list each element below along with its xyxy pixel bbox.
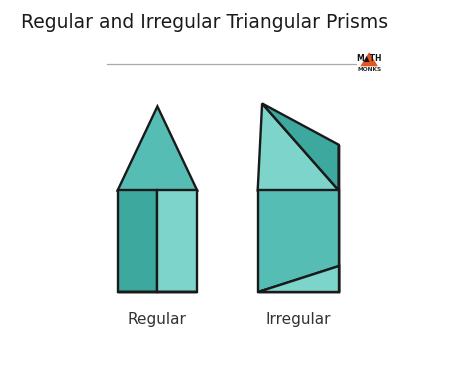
Text: M▲TH: M▲TH (356, 53, 382, 62)
Polygon shape (118, 190, 157, 292)
Text: MONKS: MONKS (357, 67, 381, 72)
Polygon shape (258, 190, 339, 292)
Polygon shape (262, 103, 339, 190)
Polygon shape (118, 106, 197, 190)
Text: Regular: Regular (128, 312, 187, 327)
Text: Irregular: Irregular (265, 312, 331, 327)
Polygon shape (360, 52, 378, 66)
Text: Regular and Irregular Triangular Prisms: Regular and Irregular Triangular Prisms (21, 13, 389, 33)
Polygon shape (258, 103, 339, 190)
Polygon shape (157, 190, 197, 292)
Polygon shape (258, 266, 339, 292)
Polygon shape (258, 266, 339, 292)
